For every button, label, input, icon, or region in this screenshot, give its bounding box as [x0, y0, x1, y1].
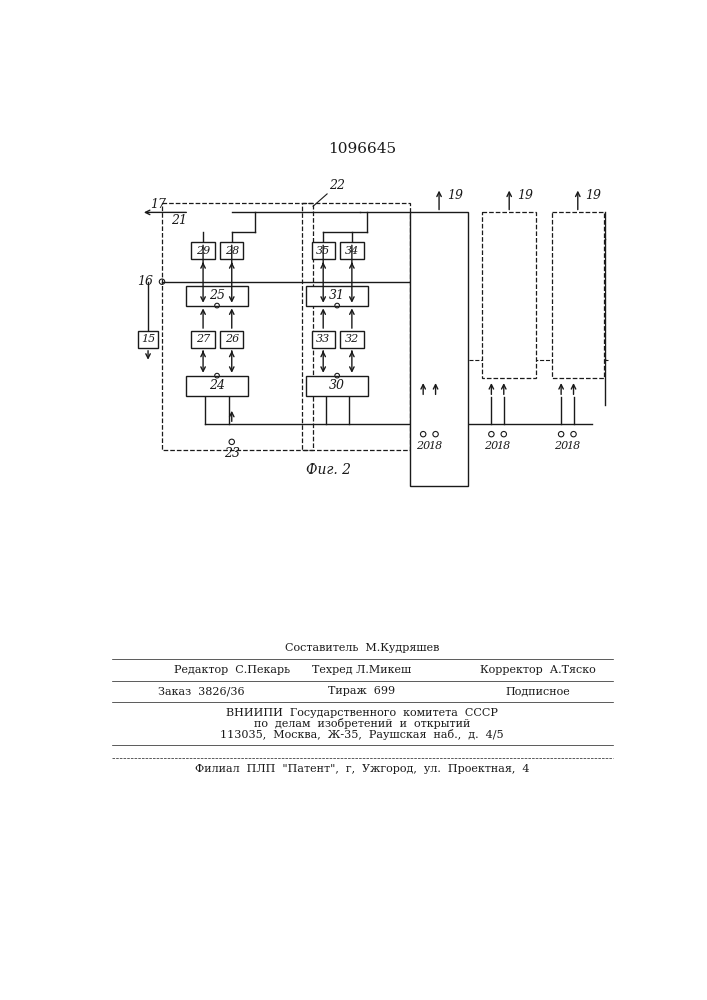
- Text: Филиал  ПЛП  "Патент",  г,  Ужгород,  ул.  Проектная,  4: Филиал ПЛП "Патент", г, Ужгород, ул. Про…: [194, 764, 530, 774]
- Text: Заказ  3826/36: Заказ 3826/36: [158, 686, 245, 696]
- Text: 30: 30: [329, 379, 345, 392]
- Text: Корректор  А.Тяско: Корректор А.Тяско: [480, 665, 596, 675]
- Text: 23: 23: [223, 447, 240, 460]
- Text: 25: 25: [209, 289, 225, 302]
- Bar: [138, 331, 158, 348]
- Text: 15: 15: [141, 334, 155, 344]
- Text: Редактор  С.Пекарь: Редактор С.Пекарь: [174, 665, 290, 675]
- Bar: [186, 376, 248, 396]
- Text: 1096645: 1096645: [328, 142, 396, 156]
- Text: 22: 22: [329, 179, 344, 192]
- Text: Фиг. 2: Фиг. 2: [306, 463, 351, 477]
- Bar: [410, 212, 468, 486]
- Bar: [162, 203, 313, 450]
- Text: 20: 20: [554, 441, 568, 451]
- Text: 21: 21: [171, 214, 187, 227]
- Bar: [192, 242, 215, 259]
- Text: Составитель  М.Кудряшев: Составитель М.Кудряшев: [285, 643, 439, 653]
- Bar: [552, 212, 604, 378]
- Text: 19: 19: [517, 189, 533, 202]
- Text: по  делам  изобретений  и  открытий: по делам изобретений и открытий: [254, 718, 470, 729]
- Bar: [482, 212, 537, 378]
- Text: 16: 16: [136, 275, 153, 288]
- Bar: [220, 242, 243, 259]
- Text: 32: 32: [345, 334, 359, 344]
- Text: 34: 34: [345, 246, 359, 256]
- Bar: [312, 242, 335, 259]
- Bar: [340, 331, 363, 348]
- Bar: [301, 203, 410, 450]
- Text: 31: 31: [329, 289, 345, 302]
- Text: 24: 24: [209, 379, 225, 392]
- Bar: [340, 242, 363, 259]
- Text: 18: 18: [428, 441, 443, 451]
- Text: ВНИИПИ  Государственного  комитета  СССР: ВНИИПИ Государственного комитета СССР: [226, 708, 498, 718]
- Bar: [312, 331, 335, 348]
- Text: Техред Л.Микеш: Техред Л.Микеш: [312, 665, 411, 675]
- Text: 28: 28: [225, 246, 239, 256]
- Bar: [306, 286, 368, 306]
- Text: 26: 26: [225, 334, 239, 344]
- Text: 17: 17: [151, 198, 166, 211]
- Text: 18: 18: [496, 441, 511, 451]
- Text: 35: 35: [316, 246, 330, 256]
- Text: Тираж  699: Тираж 699: [328, 686, 395, 696]
- Text: 20: 20: [484, 441, 498, 451]
- Text: 33: 33: [316, 334, 330, 344]
- Text: 19: 19: [447, 189, 463, 202]
- Text: 19: 19: [585, 189, 602, 202]
- Bar: [192, 331, 215, 348]
- Text: 27: 27: [196, 334, 210, 344]
- Bar: [186, 286, 248, 306]
- Text: 29: 29: [196, 246, 210, 256]
- Text: 113035,  Москва,  Ж-35,  Раушская  наб.,  д.  4/5: 113035, Москва, Ж-35, Раушская наб., д. …: [220, 729, 504, 740]
- Text: 20: 20: [416, 441, 431, 451]
- Bar: [306, 376, 368, 396]
- Text: 18: 18: [566, 441, 580, 451]
- Bar: [220, 331, 243, 348]
- Text: Подписное: Подписное: [506, 686, 571, 696]
